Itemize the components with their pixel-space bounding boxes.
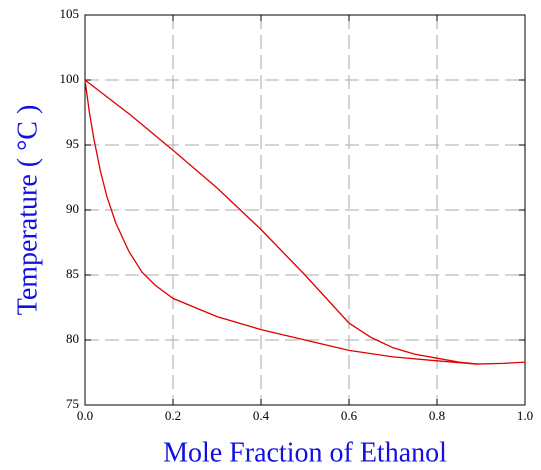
y-tick-label: 100 xyxy=(60,71,80,86)
curve xyxy=(84,79,526,365)
x-tick-label: 0.4 xyxy=(253,408,270,423)
y-tick-label: 105 xyxy=(60,6,80,21)
x-tick-label: 0.8 xyxy=(429,408,445,423)
y-tick-label: 80 xyxy=(66,331,79,346)
y-tick-label: 75 xyxy=(66,396,79,411)
plot-frame xyxy=(84,14,526,406)
y-tick-label: 85 xyxy=(66,266,79,281)
y-axis-label: Temperature ( °C ) xyxy=(12,105,43,316)
x-tick-label: 0.6 xyxy=(341,408,358,423)
x-tick-label: 0.0 xyxy=(77,408,93,423)
x-axis-label: Mole Fraction of Ethanol xyxy=(163,437,447,468)
x-tick-label: 1.0 xyxy=(517,408,533,423)
y-tick-label: 95 xyxy=(66,136,79,151)
y-tick-label: 90 xyxy=(66,201,79,216)
curve xyxy=(84,79,477,365)
x-tick-label: 0.2 xyxy=(165,408,181,423)
